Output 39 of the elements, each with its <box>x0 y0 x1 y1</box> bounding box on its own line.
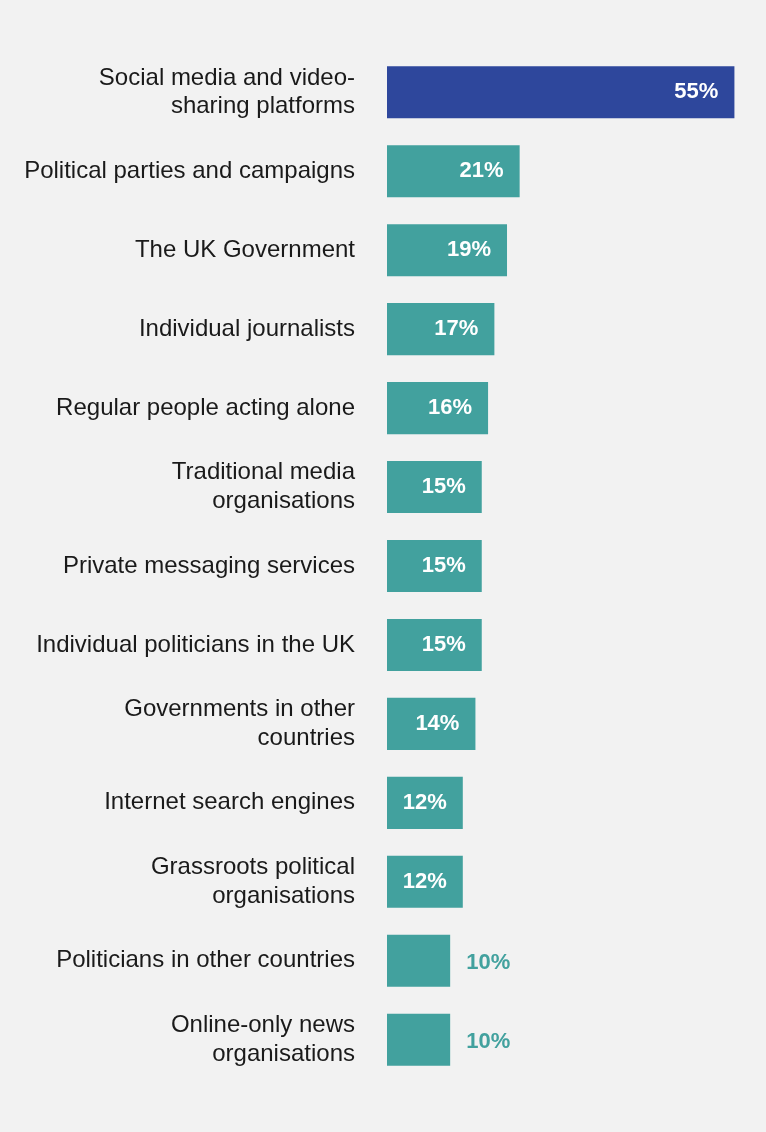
y-tick-label: Grassroots political organisations <box>150 852 355 908</box>
y-tick-label: Traditional media organisations <box>171 457 356 514</box>
bar <box>387 66 735 119</box>
bar <box>387 776 463 829</box>
bar <box>387 618 482 672</box>
data-label: 19% <box>446 236 492 262</box>
data-label: 17% <box>434 315 479 341</box>
bar <box>387 1013 451 1066</box>
data-label: 15% <box>421 473 466 499</box>
y-tick-label: Individual politicians in the UK <box>36 629 355 657</box>
y-tick-label: Social media and video- sharing platforms <box>98 62 355 119</box>
bar <box>387 303 495 356</box>
bar <box>387 934 451 987</box>
y-tick-label: Private messaging services <box>62 550 355 578</box>
data-label: 16% <box>428 394 473 420</box>
bar <box>387 224 508 277</box>
data-label: 55% <box>674 78 719 104</box>
data-label: 21% <box>459 157 504 183</box>
data-label: 14% <box>415 709 460 735</box>
data-label: 10% <box>466 1027 511 1053</box>
data-label: 15% <box>421 631 466 657</box>
y-tick-label: Governments in other countries <box>124 694 355 750</box>
y-tick-label: Political parties and campaigns <box>24 155 355 183</box>
bar <box>387 697 476 750</box>
data-label: 12% <box>402 867 447 893</box>
bar <box>387 539 482 593</box>
y-tick-label: Online-only news organisations <box>170 1009 355 1066</box>
y-tick-label: Individual journalists <box>138 313 355 341</box>
data-label: 12% <box>402 788 447 814</box>
bar <box>387 145 520 198</box>
data-label: 10% <box>466 948 511 974</box>
y-tick-label: Politicians in other countries <box>56 945 355 973</box>
data-label: 15% <box>421 552 466 578</box>
y-tick-label: Internet search engines <box>104 787 355 815</box>
y-tick-label: Regular people acting alone <box>56 392 355 420</box>
y-tick-label: The UK Government <box>134 234 356 262</box>
bar <box>387 382 489 435</box>
bar <box>387 855 463 908</box>
bar <box>387 460 482 514</box>
